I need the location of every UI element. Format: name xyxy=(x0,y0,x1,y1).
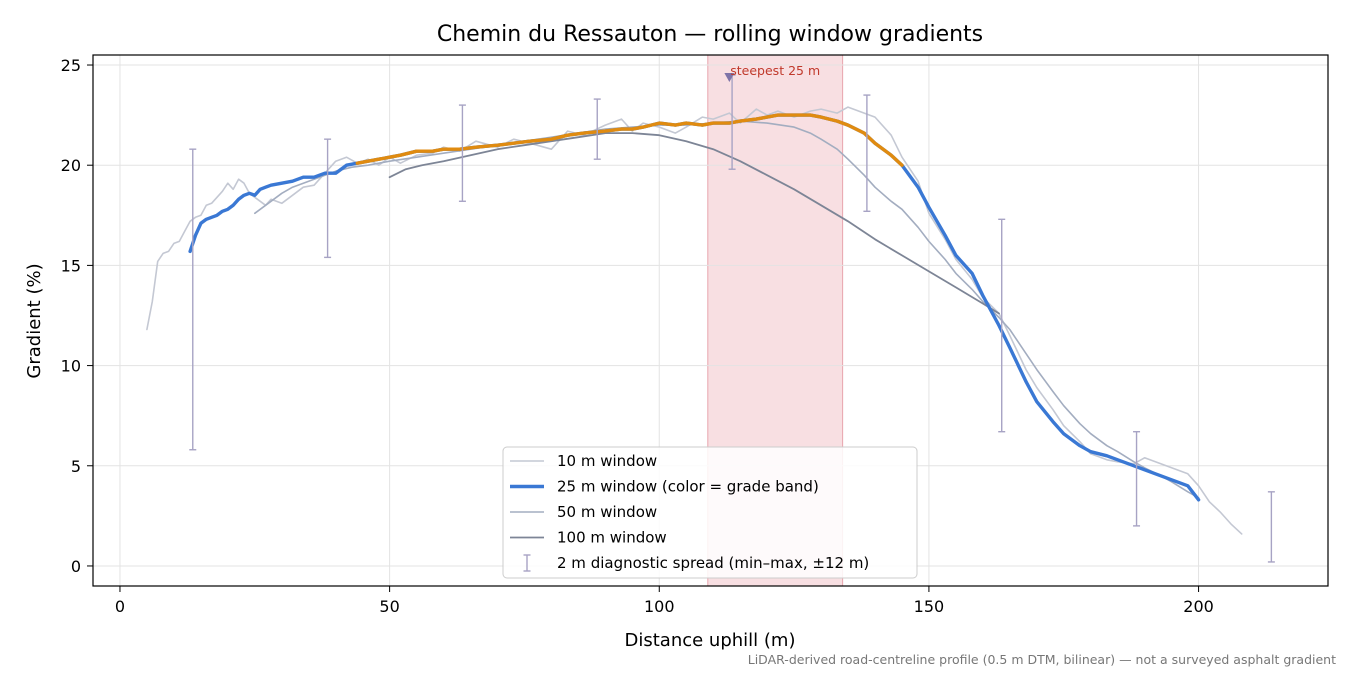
y-tick-label: 5 xyxy=(71,457,81,476)
legend: 10 m window 25 m window (color = grade ba… xyxy=(502,446,918,579)
series-line-3 xyxy=(388,132,1000,315)
legend-item-diagnostic: 2 m diagnostic spread (min–max, ±12 m) xyxy=(523,554,869,572)
series-layer xyxy=(146,106,1243,535)
legend-label: 2 m diagnostic spread (min–max, ±12 m) xyxy=(557,554,869,572)
diagnostic-spread-bar xyxy=(324,138,332,259)
legend-item-25m: 25 m window (color = grade band) xyxy=(510,478,819,496)
legend-items: 10 m window 25 m window (color = grade ba… xyxy=(510,452,869,572)
legend-label: 25 m window (color = grade band) xyxy=(557,478,819,496)
legend-label: 100 m window xyxy=(557,529,667,547)
diagnostic-spread-bar xyxy=(189,148,197,451)
steepest-marker xyxy=(724,73,735,83)
diagnostic-spread-bar xyxy=(1267,491,1275,563)
legend-label: 10 m window xyxy=(557,452,657,470)
chart-title: Chemin du Ressauton — rolling window gra… xyxy=(437,22,983,47)
legend-label: 50 m window xyxy=(557,503,657,521)
diagnostic-spread-bar xyxy=(458,104,466,202)
diagnostic-spread-bar xyxy=(998,218,1006,433)
steepest-marker-layer xyxy=(724,73,735,83)
steepest-segment-label: steepest 25 m xyxy=(730,63,820,78)
diagnostic-spread-bar xyxy=(593,98,601,160)
y-tick-label: 20 xyxy=(61,156,81,175)
plot-frame xyxy=(92,54,1329,587)
series-band-segment-0 xyxy=(355,113,904,167)
legend-item-50m: 50 m window xyxy=(510,503,657,521)
y-axis-ticks: 0 5 10 15 20 25 xyxy=(61,56,93,576)
y-tick-label: 0 xyxy=(71,557,81,576)
x-axis-label: Distance uphill (m) xyxy=(625,630,796,651)
y-axis-label: Gradient (%) xyxy=(24,263,45,378)
y-tick-label: 15 xyxy=(61,256,81,275)
diagnostic-spread-bar xyxy=(863,94,871,212)
x-tick-label: 0 xyxy=(115,597,125,616)
footnote: LiDAR-derived road-centreline profile (0… xyxy=(748,652,1336,667)
legend-item-100m: 100 m window xyxy=(510,529,667,547)
x-tick-label: 150 xyxy=(914,597,945,616)
legend-item-10m: 10 m window xyxy=(510,452,657,470)
legend-box xyxy=(502,446,918,579)
series-line-2 xyxy=(254,120,1200,499)
y-tick-label: 10 xyxy=(61,357,81,376)
series-line-0 xyxy=(146,106,1243,535)
x-axis-ticks: 0 50 100 150 200 xyxy=(115,586,1214,616)
diagnostic-spread-bar xyxy=(1133,431,1141,527)
x-tick-label: 100 xyxy=(644,597,675,616)
y-tick-label: 25 xyxy=(61,56,81,75)
x-tick-label: 200 xyxy=(1183,597,1214,616)
x-tick-label: 50 xyxy=(379,597,399,616)
